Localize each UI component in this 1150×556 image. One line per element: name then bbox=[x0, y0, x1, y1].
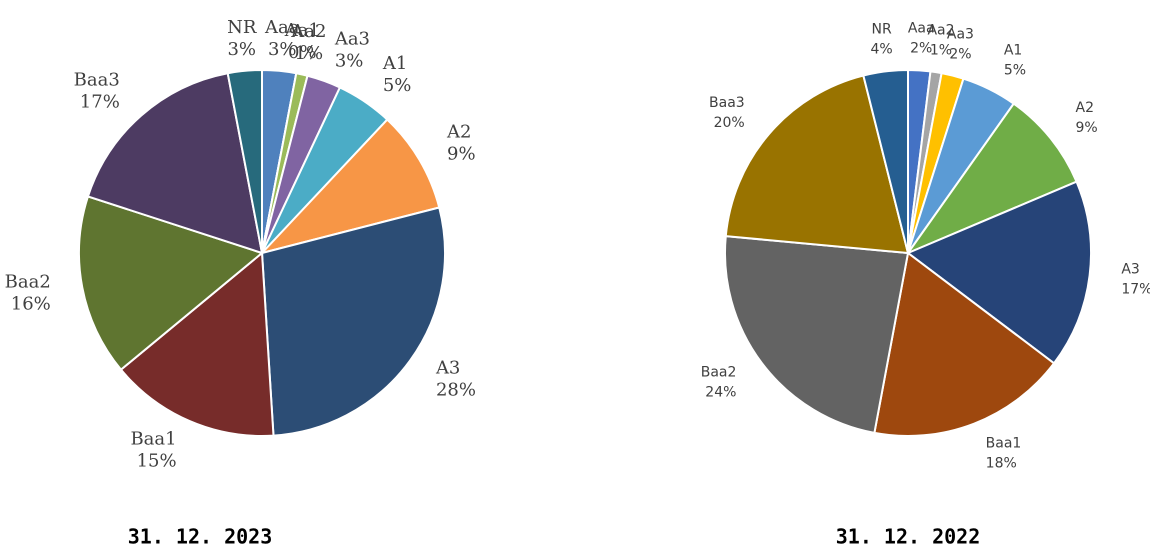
pie-slice bbox=[226, 68, 263, 254]
slice-label: Baa1 bbox=[130, 428, 176, 449]
slice-label: Aa3 bbox=[947, 26, 974, 42]
slice-value-label: 24% bbox=[705, 385, 736, 401]
slice-value-label: 20% bbox=[714, 115, 745, 131]
slice-value-label: 5% bbox=[1004, 63, 1026, 79]
pie-slice bbox=[906, 180, 1092, 365]
slice-label: Baa3 bbox=[709, 95, 745, 111]
slice-value-label: 2% bbox=[949, 46, 971, 62]
pie-slice bbox=[258, 118, 441, 255]
slice-label: Aa3 bbox=[334, 29, 370, 50]
slice-value-label: 15% bbox=[137, 450, 177, 471]
slice-value-label: 4% bbox=[870, 42, 892, 58]
slice-label: A2 bbox=[446, 122, 471, 143]
slice-value-label: 17% bbox=[80, 92, 120, 113]
slice-value-label: 16% bbox=[11, 293, 51, 314]
slice-value-label: 2% bbox=[910, 40, 932, 56]
slice-label: Baa1 bbox=[986, 435, 1022, 451]
slice-value-label: 9% bbox=[447, 144, 476, 165]
pie-slice bbox=[724, 235, 910, 435]
pie-slice bbox=[119, 250, 275, 437]
pie-slice bbox=[724, 74, 910, 255]
slice-label: Aaa bbox=[264, 17, 300, 38]
slice-label: A2 bbox=[1076, 100, 1094, 116]
slice-label: Aa2 bbox=[290, 21, 326, 42]
pie-slice bbox=[86, 72, 264, 255]
slice-label: A3 bbox=[1121, 261, 1139, 277]
slice-value-label: 3% bbox=[335, 51, 364, 72]
chart-title: 31. 12. 2022 bbox=[836, 525, 981, 549]
pie-slice bbox=[873, 251, 1056, 437]
slice-label: NR bbox=[227, 17, 257, 38]
slice-value-label: 0% bbox=[288, 42, 317, 63]
slice-label: Aaa bbox=[908, 20, 935, 36]
pie-slice bbox=[905, 102, 1078, 256]
slice-value-label: 17% bbox=[1121, 281, 1150, 297]
slice-label: Aa1 bbox=[284, 20, 320, 41]
slice-label: A3 bbox=[435, 357, 460, 378]
slice-value-label: 3% bbox=[268, 39, 297, 60]
pie-slice bbox=[862, 68, 909, 254]
slice-value-label: 1% bbox=[295, 43, 324, 64]
slice-value-label: 9% bbox=[1076, 120, 1098, 136]
slice-value-label: 28% bbox=[436, 379, 476, 400]
slice-label: A1 bbox=[1004, 43, 1022, 59]
chart-title: 31. 12. 2023 bbox=[128, 525, 273, 549]
slice-label: NR bbox=[871, 22, 891, 38]
slice-label: Aa2 bbox=[927, 23, 954, 39]
slice-value-label: 1% bbox=[930, 43, 952, 59]
slice-label: A1 bbox=[382, 53, 407, 74]
slice-label: Baa2 bbox=[701, 365, 737, 381]
pie-slice bbox=[260, 206, 446, 437]
slice-value-label: 3% bbox=[227, 39, 256, 60]
slice-label: Baa2 bbox=[5, 271, 51, 292]
slice-label: Baa3 bbox=[74, 70, 120, 91]
slice-value-label: 18% bbox=[986, 455, 1017, 471]
slice-value-label: 5% bbox=[383, 75, 412, 96]
pie-slice bbox=[78, 195, 265, 372]
